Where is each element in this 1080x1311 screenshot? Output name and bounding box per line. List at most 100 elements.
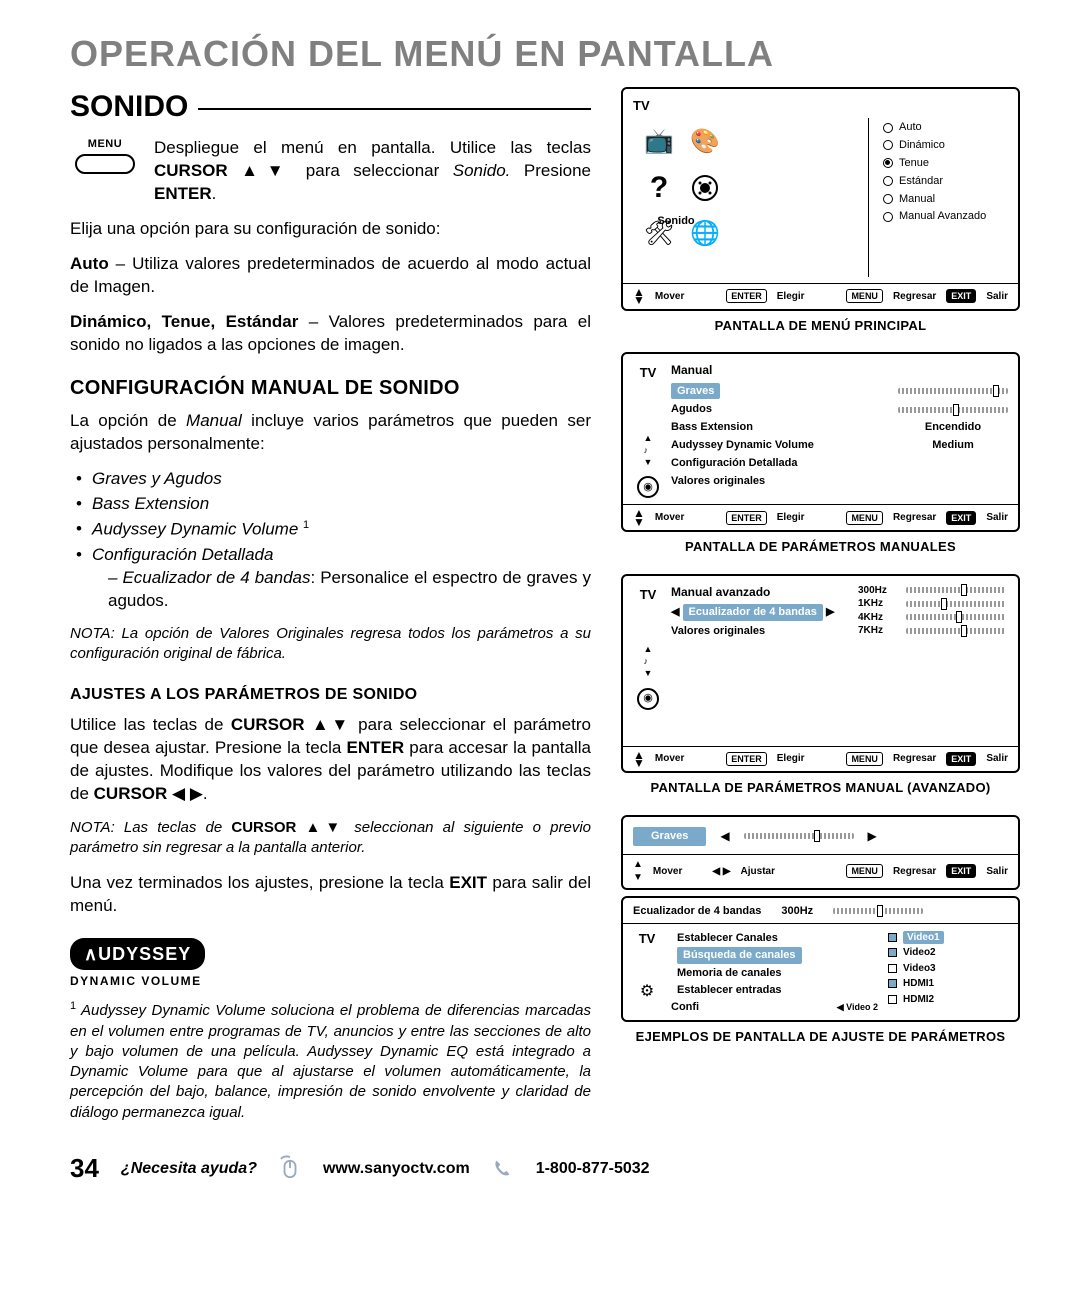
auto-paragraph: Auto – Utiliza valores predeterminados d… xyxy=(70,253,591,299)
palette-icon: 🎨 xyxy=(688,125,722,159)
t: Elegir xyxy=(777,290,805,304)
bullet-list: Graves y Agudos Bass Extension Audyssey … xyxy=(70,467,591,613)
title-underline xyxy=(198,108,591,110)
param-rows: ◀ Ecualizador de 4 bandas ▶Valores origi… xyxy=(671,604,848,639)
t: Elegir xyxy=(777,752,805,766)
menu-button-label: MENU xyxy=(70,137,140,152)
updown-icon: ▲▼ xyxy=(633,509,645,526)
menu-pill: MENU xyxy=(846,511,883,525)
question-icon: ? xyxy=(642,171,676,205)
t: 300Hz xyxy=(781,904,813,919)
updown-icon: ▲▼ xyxy=(633,751,645,768)
page-number: 34 xyxy=(70,1151,99,1186)
right-column: TV 📺 🎨 ? 🛠 🌐 xyxy=(621,87,1020,1123)
left-column: SONIDO MENU Despliegue el menú en pantal… xyxy=(70,87,591,1123)
t: ◀ ▶ xyxy=(167,784,203,803)
panel-footer: ▲▼ Mover ◀ ▶ Ajustar MENU Regresar EXIT … xyxy=(623,854,1018,888)
t: CURSOR xyxy=(154,161,228,180)
screenshot-graves-adjust: Graves ◀ ▶ ▲▼ Mover ◀ ▶ Ajustar MENU Reg… xyxy=(621,815,1020,890)
t: Salir xyxy=(986,290,1008,304)
t: – Ecualizador de 4 bandas xyxy=(108,568,310,587)
menu-button-icon: MENU xyxy=(70,137,140,174)
sound-icon xyxy=(688,171,722,205)
t: : Las teclas de xyxy=(111,819,232,836)
ajustes-paragraph: Utilice las teclas de CURSOR ▲▼ para sel… xyxy=(70,714,591,806)
audyssey-badge: ∧UDYSSEY xyxy=(70,938,205,970)
panel-title: Manual avanzado xyxy=(671,584,848,600)
sound-option-list: AutoDinámicoTenueEstándarManualManual Av… xyxy=(879,118,1008,226)
t: ▲▼ xyxy=(304,715,358,734)
list-item: Confi◀ Video 2 xyxy=(671,999,878,1016)
t: Despliegue el menú en pantalla. Utilice … xyxy=(154,138,591,157)
param-row: Audyssey Dynamic VolumeMedium xyxy=(671,438,1008,453)
radio-option: Auto xyxy=(883,120,1008,135)
t: Utilice las teclas de xyxy=(70,715,231,734)
t: – Utiliza valores predeterminados de acu… xyxy=(70,254,591,296)
note-2: NOTA: Las teclas de CURSOR ▲▼ selecciona… xyxy=(70,818,591,859)
panel-footer: ▲▼ Mover ENTER Elegir MENU Regresar EXIT… xyxy=(623,283,1018,309)
website: www.sanyoctv.com xyxy=(323,1158,470,1180)
updown-icon: ▲▼ xyxy=(633,288,645,305)
t: Regresar xyxy=(893,511,936,525)
param-row: Configuración Detallada xyxy=(671,456,1008,471)
list-item: Establecer entradas xyxy=(671,982,878,999)
radio-option: Tenue xyxy=(883,156,1008,171)
param-row: Graves xyxy=(671,383,1008,400)
eq-row: 4KHz xyxy=(858,611,1008,625)
mouse-icon xyxy=(279,1155,301,1183)
param-rows: Graves Agudos Bass ExtensionEncendido Audys… xyxy=(671,383,1008,489)
t: Configuración Detallada xyxy=(92,545,273,564)
panel-footer: ▲▼ Mover ENTER Elegir MENU Regresar EXIT… xyxy=(623,746,1018,772)
menu-button-shape xyxy=(75,154,135,174)
footnote: 1 Audyssey Dynamic Volume soluciona el p… xyxy=(70,999,591,1123)
blank-icon xyxy=(734,125,768,159)
speaker-icon: ◉ xyxy=(637,688,659,710)
list-item: Audyssey Dynamic Volume 1 xyxy=(76,517,591,543)
caption-3: PANTALLA DE PARÁMETROS MANUAL (AVANZADO) xyxy=(621,779,1020,797)
panel-footer: ▲▼ Mover ENTER Elegir MENU Regresar EXIT… xyxy=(623,504,1018,530)
param-row: Bass ExtensionEncendido xyxy=(671,420,1008,435)
t: ENTER xyxy=(154,184,212,203)
section-title: SONIDO xyxy=(70,87,188,128)
exit-pill: EXIT xyxy=(946,864,976,878)
t: Una vez terminados los ajustes, presione… xyxy=(70,873,449,892)
list-item: Memoria de canales xyxy=(671,965,878,982)
t: Manual xyxy=(186,411,242,430)
enter-pill: ENTER xyxy=(726,289,767,303)
two-column-layout: SONIDO MENU Despliegue el menú en pantal… xyxy=(70,87,1020,1123)
tv-icon: 📺 xyxy=(642,125,676,159)
param-row: Valores originales xyxy=(671,474,1008,489)
t: ▲▼ xyxy=(296,819,354,836)
param-row: Agudos xyxy=(671,402,1008,417)
t: Ecualizador de 4 bandas xyxy=(633,904,761,919)
t: Regresar xyxy=(893,290,936,304)
t: Auto xyxy=(70,254,109,273)
choose-paragraph: Elija una opción para su configuración d… xyxy=(70,218,591,241)
list-item: Configuración Detallada – Ecualizador de… xyxy=(76,543,591,614)
blank-icon xyxy=(734,171,768,205)
checkbox-item: Video1 xyxy=(888,930,1008,946)
t: CURSOR xyxy=(94,784,168,803)
t: Salir xyxy=(986,865,1008,879)
section-title-row: SONIDO xyxy=(70,87,591,128)
t: 1 xyxy=(303,519,309,531)
t: Audyssey Dynamic Volume soluciona el pro… xyxy=(70,1002,591,1120)
right-arrow-icon: ▶ xyxy=(868,828,877,844)
eq-row: 7KHz xyxy=(858,624,1008,638)
t: EXIT xyxy=(449,873,487,892)
exit-pill: EXIT xyxy=(946,511,976,525)
left-arrow-icon: ◀ xyxy=(720,828,729,844)
t: Regresar xyxy=(893,752,936,766)
exit-paragraph: Una vez terminados los ajustes, presione… xyxy=(70,872,591,918)
eq-row: 1KHz xyxy=(858,597,1008,611)
note-1: NOTA: La opción de Valores Originales re… xyxy=(70,624,591,665)
param-row: ◀ Ecualizador de 4 bandas ▶ xyxy=(671,604,848,621)
t: . xyxy=(203,784,208,803)
t: Presione xyxy=(510,161,591,180)
ajustes-heading: AJUSTES A LOS PARÁMETROS DE SONIDO xyxy=(70,684,591,706)
t: NOTA xyxy=(70,819,111,836)
tv-label: TV xyxy=(640,586,657,604)
list-item: Graves y Agudos xyxy=(76,467,591,492)
t: Regresar xyxy=(893,865,936,879)
tv-label: TV xyxy=(633,930,661,948)
